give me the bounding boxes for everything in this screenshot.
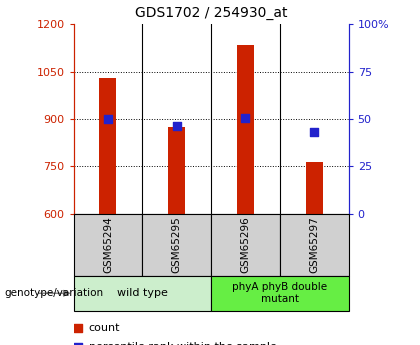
Text: GSM65295: GSM65295: [172, 217, 182, 273]
Bar: [74, 214, 142, 276]
Bar: [280, 214, 349, 276]
Text: GSM65294: GSM65294: [103, 217, 113, 273]
Point: [74, 325, 81, 331]
Text: wild type: wild type: [117, 288, 168, 298]
Point: [242, 115, 249, 121]
Title: GDS1702 / 254930_at: GDS1702 / 254930_at: [135, 6, 287, 20]
Point: [311, 129, 318, 135]
Text: phyA phyB double
mutant: phyA phyB double mutant: [232, 283, 327, 304]
Bar: [237, 45, 254, 214]
Bar: [168, 127, 185, 214]
Bar: [99, 78, 116, 214]
Bar: [74, 276, 211, 310]
Text: percentile rank within the sample: percentile rank within the sample: [89, 342, 276, 345]
Point: [105, 116, 111, 122]
Bar: [211, 276, 349, 310]
Bar: [211, 214, 280, 276]
Point: [74, 344, 81, 345]
Text: count: count: [89, 323, 120, 333]
Text: GSM65297: GSM65297: [309, 217, 319, 273]
Point: [173, 123, 180, 128]
Bar: [306, 162, 323, 214]
Bar: [142, 214, 211, 276]
Text: GSM65296: GSM65296: [240, 217, 250, 273]
Text: genotype/variation: genotype/variation: [4, 288, 103, 298]
